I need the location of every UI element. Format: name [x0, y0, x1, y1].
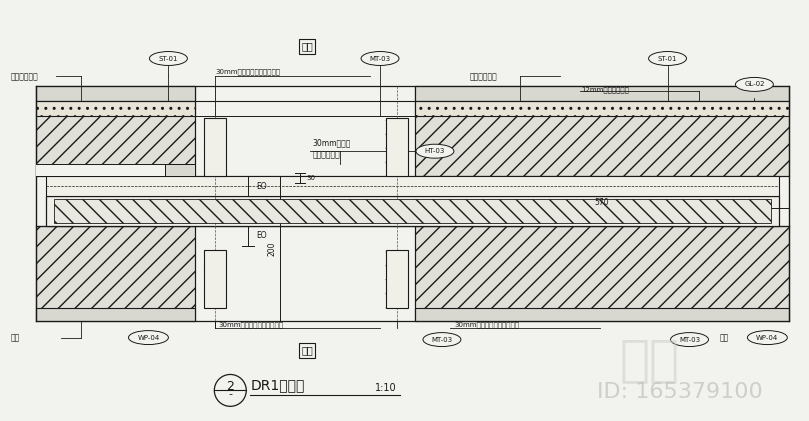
Text: 墙纸: 墙纸	[11, 333, 20, 342]
Bar	[386, 250, 408, 308]
Bar	[415, 226, 790, 321]
Circle shape	[214, 374, 246, 406]
Bar	[36, 101, 195, 116]
Text: WP-04: WP-04	[756, 335, 778, 341]
Text: 200: 200	[268, 242, 277, 256]
Text: 30mm宽黑色发丝不锈钢门套: 30mm宽黑色发丝不锈钢门套	[218, 321, 283, 328]
Text: MT-03: MT-03	[370, 56, 391, 61]
Text: EO: EO	[256, 181, 267, 191]
Bar	[415, 308, 790, 321]
Text: 厨房: 厨房	[301, 42, 313, 51]
Bar	[45, 196, 779, 226]
Ellipse shape	[129, 330, 168, 344]
Bar	[205, 250, 227, 308]
Bar	[415, 86, 790, 101]
Text: 1:10: 1:10	[375, 384, 396, 393]
Text: ST-01: ST-01	[159, 56, 178, 61]
Text: MT-03: MT-03	[431, 336, 452, 343]
Text: 30mm宽黑色: 30mm宽黑色	[312, 139, 350, 148]
Text: 12mm厚钢化淋浴砖: 12mm厚钢化淋浴砖	[582, 86, 629, 93]
Bar	[36, 308, 195, 321]
Bar	[165, 164, 195, 176]
Text: MT-03: MT-03	[679, 336, 700, 343]
Bar	[36, 86, 195, 176]
Ellipse shape	[748, 330, 787, 344]
Text: 知末: 知末	[620, 336, 680, 384]
Bar	[45, 176, 779, 196]
Text: 30mm宽黑色发丝不锈钢门套: 30mm宽黑色发丝不锈钢门套	[215, 68, 281, 75]
Text: 墙纸: 墙纸	[719, 333, 729, 342]
Text: -: -	[228, 389, 232, 400]
Text: 发丝不锈钢压: 发丝不锈钢压	[312, 151, 340, 160]
Text: 30: 30	[306, 175, 316, 181]
Bar	[36, 226, 195, 321]
Ellipse shape	[735, 77, 773, 91]
Text: 意大利木纹石: 意大利木纹石	[11, 72, 38, 81]
Text: DR1大样图: DR1大样图	[250, 378, 305, 392]
Ellipse shape	[649, 51, 687, 66]
Ellipse shape	[416, 144, 454, 158]
Bar	[415, 101, 790, 116]
Text: WP-04: WP-04	[138, 335, 159, 341]
Bar	[205, 118, 227, 176]
Bar	[36, 164, 165, 176]
Bar	[415, 86, 790, 176]
Ellipse shape	[671, 333, 709, 346]
Text: 客厅: 客厅	[301, 346, 313, 356]
Text: 30mm宽黑色发丝不锈钢门套: 30mm宽黑色发丝不锈钢门套	[455, 321, 520, 328]
Text: ST-01: ST-01	[658, 56, 677, 61]
Text: ID: 165379100: ID: 165379100	[597, 382, 762, 402]
Text: 意大利木纹石: 意大利木纹石	[470, 72, 498, 81]
Text: EO: EO	[256, 232, 267, 240]
Bar	[36, 86, 195, 101]
Bar	[386, 118, 408, 176]
Text: 2: 2	[227, 380, 235, 393]
Ellipse shape	[423, 333, 461, 346]
Text: HT-03: HT-03	[425, 148, 445, 154]
Ellipse shape	[361, 51, 399, 66]
Text: 570: 570	[595, 197, 609, 207]
Ellipse shape	[150, 51, 188, 66]
Text: GL-02: GL-02	[744, 81, 765, 88]
Bar	[53, 199, 771, 223]
